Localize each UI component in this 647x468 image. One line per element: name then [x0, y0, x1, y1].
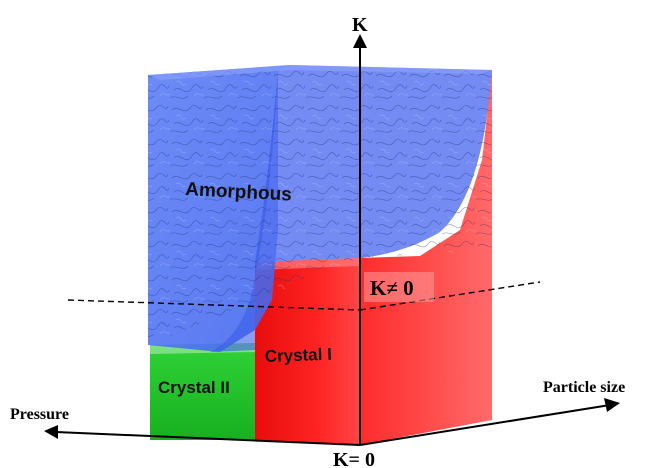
particle-size-axis-label: Particle size: [543, 379, 625, 396]
pressure-axis-label: Pressure: [10, 406, 69, 423]
pressure-axis: [55, 431, 361, 446]
particle-size-axis-arrowhead: [604, 398, 620, 412]
k-axis-label: K: [352, 14, 368, 36]
particle-size-axis: [359, 404, 611, 446]
plane-label-backdrop: [364, 272, 434, 302]
origin-label: K= 0: [333, 449, 375, 468]
crystal-1-label: Crystal I: [264, 345, 332, 366]
plane-boundary-line: [67, 299, 361, 311]
crystal-2-label: Crystal II: [158, 378, 230, 397]
k-axis-arrowhead: [353, 34, 367, 48]
plane-label: K≠ 0: [370, 276, 414, 300]
plane-boundary-line-right: [359, 281, 541, 311]
axes: [44, 34, 620, 446]
pressure-axis-arrowhead: [44, 425, 58, 439]
